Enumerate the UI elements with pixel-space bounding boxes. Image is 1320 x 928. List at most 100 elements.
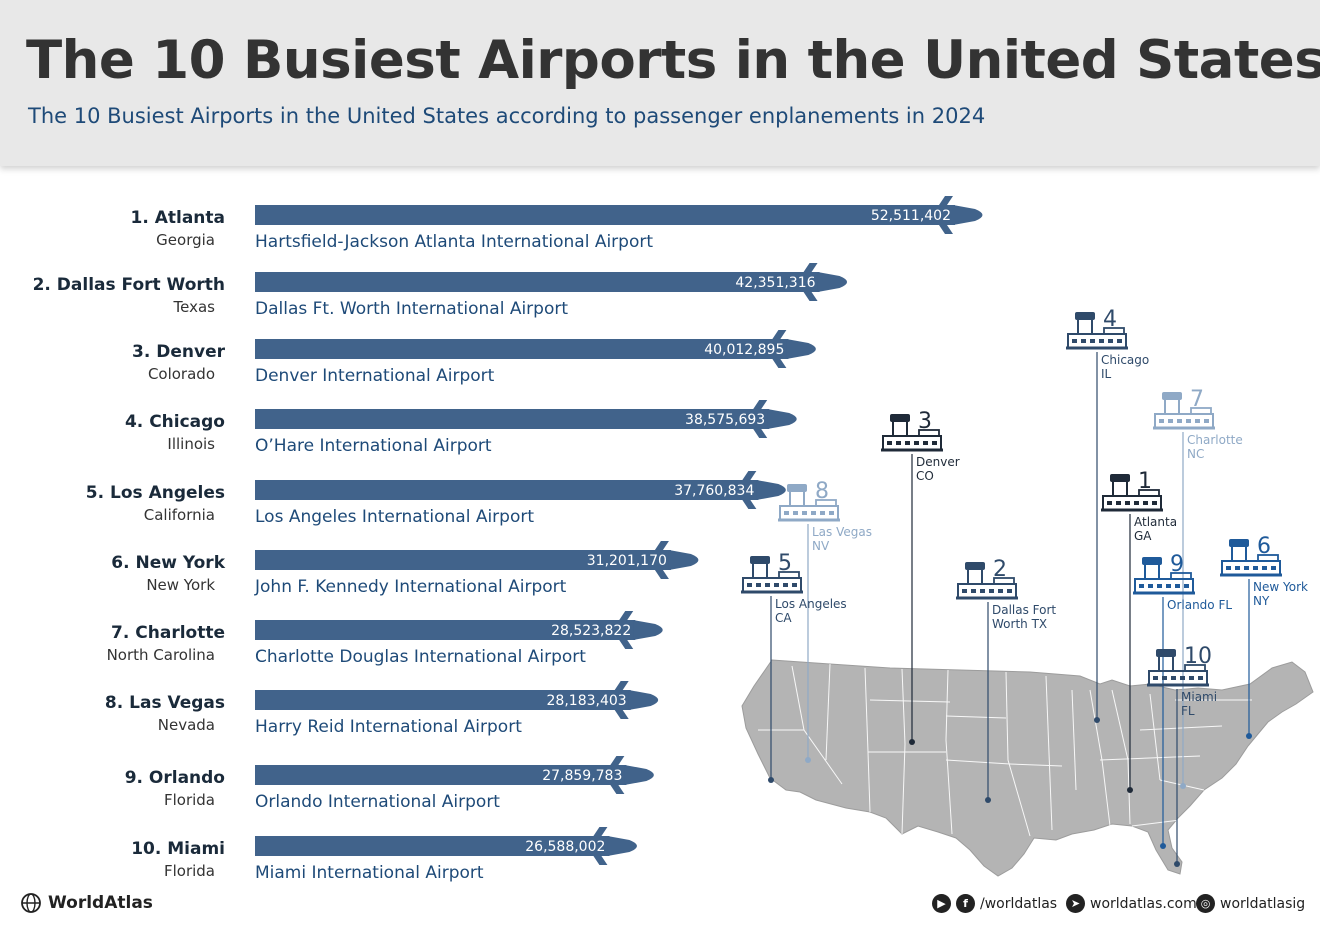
social-handle[interactable]: /worldatlas bbox=[980, 895, 1058, 912]
bar-value-label: 52,511,402 bbox=[871, 208, 951, 224]
airport-icon bbox=[741, 556, 803, 594]
state-label: Florida bbox=[164, 791, 215, 809]
facebook-icon[interactable]: f bbox=[956, 894, 975, 913]
city-label: 8. Las Vegas bbox=[105, 693, 225, 713]
marker-leader-lines bbox=[768, 352, 1252, 867]
state-label: Texas bbox=[173, 298, 216, 316]
instagram-icon[interactable]: ◎ bbox=[1196, 894, 1215, 913]
bar-value-label: 38,575,693 bbox=[685, 412, 765, 428]
airport-name: Los Angeles International Airport bbox=[255, 507, 534, 527]
youtube-icon[interactable]: ▶ bbox=[932, 894, 951, 913]
marker-label: Orlando FL bbox=[1167, 598, 1232, 612]
state-label: Florida bbox=[164, 862, 215, 880]
bar-2 bbox=[255, 272, 820, 292]
airport-icon bbox=[1133, 557, 1195, 595]
website-text[interactable]: worldatlas.com bbox=[1090, 895, 1197, 912]
airport-name: Hartsfield-Jackson Atlanta International… bbox=[255, 232, 653, 252]
bar-value-label: 26,588,002 bbox=[525, 839, 605, 855]
airport-icon bbox=[1220, 539, 1282, 577]
marker-rank: 6 bbox=[1257, 534, 1271, 559]
map-point bbox=[1127, 787, 1133, 793]
marker-label: Miami bbox=[1181, 690, 1217, 704]
page-subtitle: The 10 Busiest Airports in the United St… bbox=[28, 104, 986, 128]
plane-icon bbox=[740, 471, 786, 509]
marker-rank: 8 bbox=[815, 479, 829, 504]
marker-label: Dallas Fort bbox=[992, 603, 1056, 617]
map-point bbox=[1180, 783, 1186, 789]
map-point bbox=[909, 739, 915, 745]
map-point bbox=[768, 777, 774, 783]
state-label: New York bbox=[146, 576, 215, 594]
bar-1 bbox=[255, 205, 955, 225]
footer-brand: WorldAtlas bbox=[20, 892, 153, 914]
instagram-text[interactable]: worldatlasig bbox=[1220, 895, 1306, 912]
state-label: Nevada bbox=[158, 716, 215, 734]
city-label: 7. Charlotte bbox=[111, 623, 225, 643]
airport-name: Denver International Airport bbox=[255, 366, 495, 386]
map-point bbox=[1246, 733, 1252, 739]
map-point bbox=[805, 757, 811, 763]
city-label: 5. Los Angeles bbox=[86, 483, 225, 503]
airport-icon bbox=[778, 484, 840, 522]
state-label: Georgia bbox=[156, 231, 215, 249]
plane-icon bbox=[608, 756, 654, 794]
marker-state: NY bbox=[1253, 594, 1270, 608]
bar-9 bbox=[255, 765, 627, 785]
bar-10 bbox=[255, 836, 610, 856]
state-label: Illinois bbox=[167, 435, 215, 453]
bar-value-label: 37,760,834 bbox=[674, 483, 754, 499]
marker-state: Worth TX bbox=[992, 617, 1047, 631]
cursor-icon[interactable]: ➤ bbox=[1066, 894, 1085, 913]
bar-4 bbox=[255, 409, 770, 429]
airport-name: John F. Kennedy International Airport bbox=[254, 577, 567, 597]
bar-value-label: 28,523,822 bbox=[551, 623, 631, 639]
marker-rank: 5 bbox=[778, 551, 792, 576]
airport-name: Charlotte Douglas International Airport bbox=[255, 647, 586, 667]
marker-label: Denver bbox=[916, 455, 960, 469]
us-map bbox=[741, 659, 1314, 877]
marker-state: IL bbox=[1101, 367, 1112, 381]
marker-state: NV bbox=[812, 539, 830, 553]
marker-label: Atlanta bbox=[1134, 515, 1177, 529]
plane-icon bbox=[652, 541, 699, 579]
brand-name: WorldAtlas bbox=[48, 893, 153, 913]
social-links: ▶ f /worldatlas bbox=[932, 894, 1057, 913]
page-title: The 10 Busiest Airports in the United St… bbox=[26, 30, 1320, 91]
us-map-land bbox=[741, 659, 1314, 877]
city-label: 10. Miami bbox=[131, 839, 225, 859]
state-label: Colorado bbox=[148, 365, 215, 383]
globe-icon bbox=[21, 893, 41, 913]
city-label: 6. New York bbox=[111, 553, 225, 573]
map-point bbox=[1174, 861, 1180, 867]
bar-7 bbox=[255, 620, 636, 640]
airport-name: Harry Reid International Airport bbox=[255, 717, 522, 737]
state-label: California bbox=[144, 506, 215, 524]
marker-rank: 7 bbox=[1190, 387, 1204, 412]
plane-icon bbox=[591, 827, 637, 865]
marker-label: Charlotte bbox=[1187, 433, 1243, 447]
marker-label: Chicago bbox=[1101, 353, 1149, 367]
bar-value-label: 42,351,316 bbox=[735, 275, 815, 291]
marker-label: New York bbox=[1253, 580, 1308, 594]
city-label: 1. Atlanta bbox=[130, 208, 225, 228]
marker-state: GA bbox=[1134, 529, 1152, 543]
airport-icon bbox=[956, 562, 1018, 600]
marker-rank: 10 bbox=[1184, 644, 1212, 669]
marker-rank: 9 bbox=[1170, 552, 1184, 577]
marker-state: FL bbox=[1181, 704, 1195, 718]
plane-icon bbox=[751, 400, 797, 438]
plane-icon bbox=[617, 611, 663, 649]
map-point bbox=[985, 797, 991, 803]
bar-3 bbox=[255, 339, 789, 359]
bar-5 bbox=[255, 480, 759, 500]
